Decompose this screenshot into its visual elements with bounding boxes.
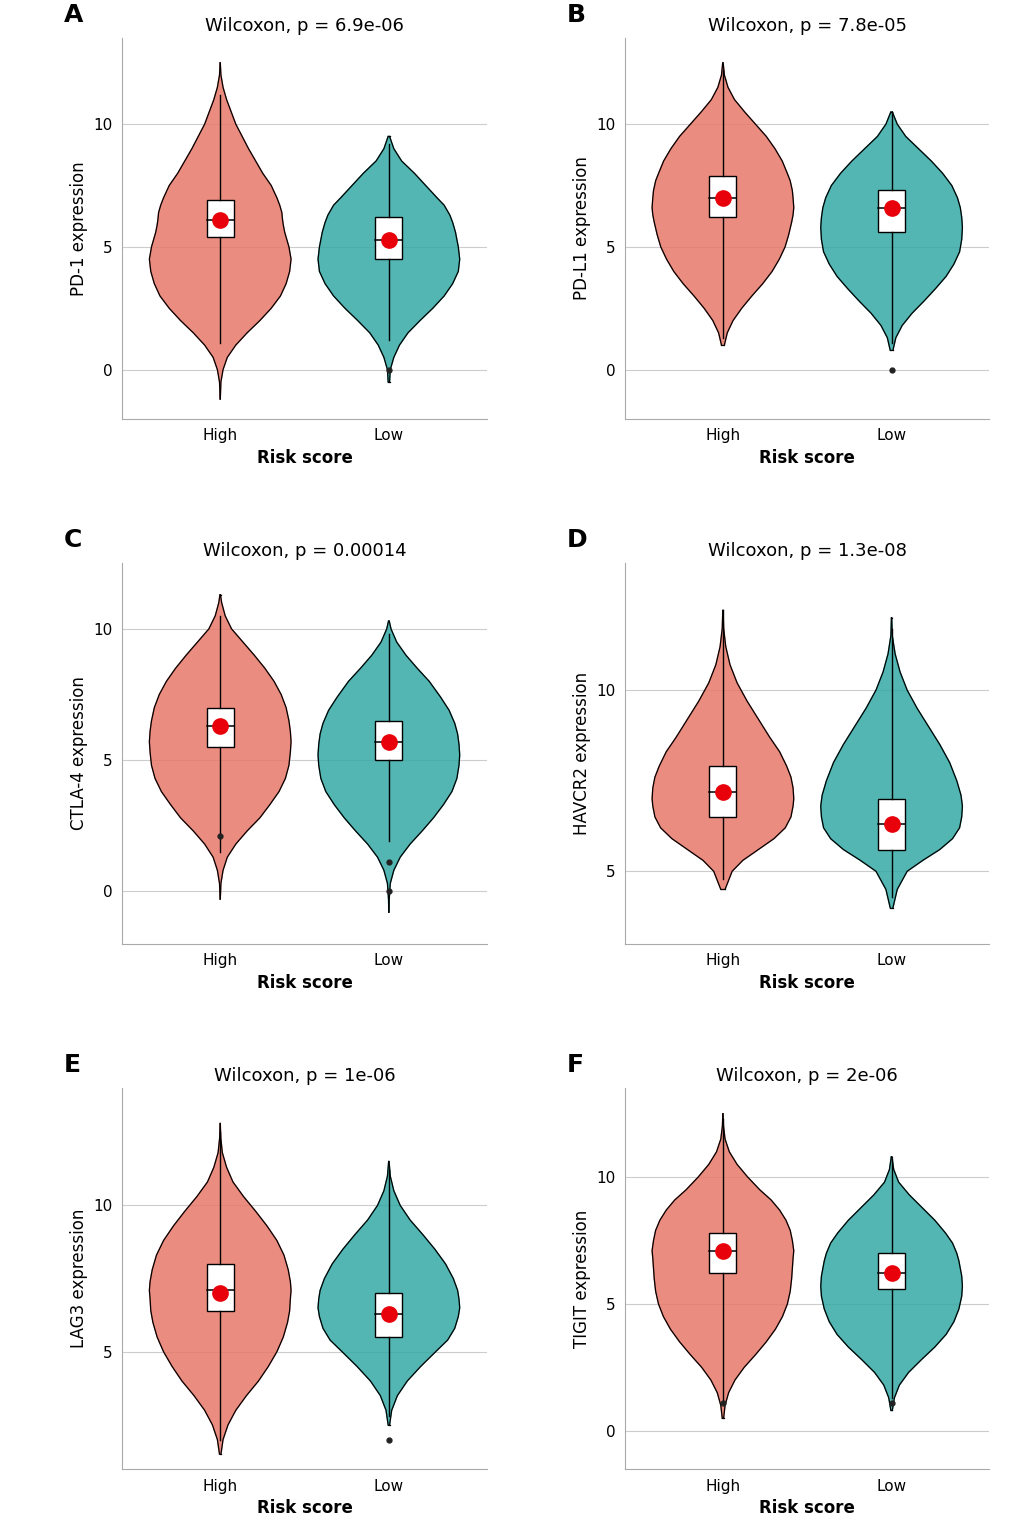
Y-axis label: TIGIT expression: TIGIT expression: [572, 1209, 590, 1348]
X-axis label: Risk score: Risk score: [758, 975, 854, 991]
Y-axis label: PD-1 expression: PD-1 expression: [70, 161, 88, 295]
Bar: [207, 200, 233, 237]
Title: Wilcoxon, p = 2e-06: Wilcoxon, p = 2e-06: [715, 1068, 898, 1085]
Polygon shape: [149, 1123, 290, 1454]
Bar: [877, 1253, 904, 1288]
Polygon shape: [318, 136, 460, 382]
Bar: [207, 1264, 233, 1311]
X-axis label: Risk score: Risk score: [257, 1499, 353, 1518]
Polygon shape: [318, 1161, 460, 1424]
Y-axis label: HAVCR2 expression: HAVCR2 expression: [572, 672, 590, 835]
Text: E: E: [64, 1053, 82, 1077]
Polygon shape: [149, 63, 290, 399]
Text: D: D: [567, 528, 587, 552]
Y-axis label: CTLA-4 expression: CTLA-4 expression: [70, 676, 88, 831]
Polygon shape: [318, 621, 460, 912]
Y-axis label: LAG3 expression: LAG3 expression: [70, 1209, 88, 1348]
X-axis label: Risk score: Risk score: [758, 1499, 854, 1518]
Bar: [877, 799, 904, 849]
Polygon shape: [820, 1157, 962, 1411]
Title: Wilcoxon, p = 7.8e-05: Wilcoxon, p = 7.8e-05: [707, 17, 906, 35]
Polygon shape: [149, 595, 290, 900]
Polygon shape: [651, 610, 793, 889]
Bar: [375, 1293, 401, 1337]
Text: A: A: [64, 3, 84, 28]
Polygon shape: [820, 112, 962, 350]
Text: F: F: [567, 1053, 583, 1077]
X-axis label: Risk score: Risk score: [257, 975, 353, 991]
Bar: [877, 190, 904, 233]
Bar: [207, 707, 233, 747]
Bar: [375, 217, 401, 259]
Polygon shape: [820, 618, 962, 907]
Text: B: B: [567, 3, 585, 28]
X-axis label: Risk score: Risk score: [758, 448, 854, 467]
Text: C: C: [64, 528, 83, 552]
Title: Wilcoxon, p = 6.9e-06: Wilcoxon, p = 6.9e-06: [205, 17, 404, 35]
Y-axis label: PD-L1 expression: PD-L1 expression: [572, 156, 590, 300]
Bar: [709, 1233, 736, 1273]
Polygon shape: [651, 63, 793, 346]
Polygon shape: [651, 1114, 793, 1418]
X-axis label: Risk score: Risk score: [257, 448, 353, 467]
Bar: [709, 767, 736, 817]
Title: Wilcoxon, p = 1e-06: Wilcoxon, p = 1e-06: [214, 1068, 395, 1085]
Title: Wilcoxon, p = 1.3e-08: Wilcoxon, p = 1.3e-08: [707, 542, 906, 560]
Bar: [709, 176, 736, 217]
Bar: [375, 721, 401, 760]
Title: Wilcoxon, p = 0.00014: Wilcoxon, p = 0.00014: [203, 542, 406, 560]
